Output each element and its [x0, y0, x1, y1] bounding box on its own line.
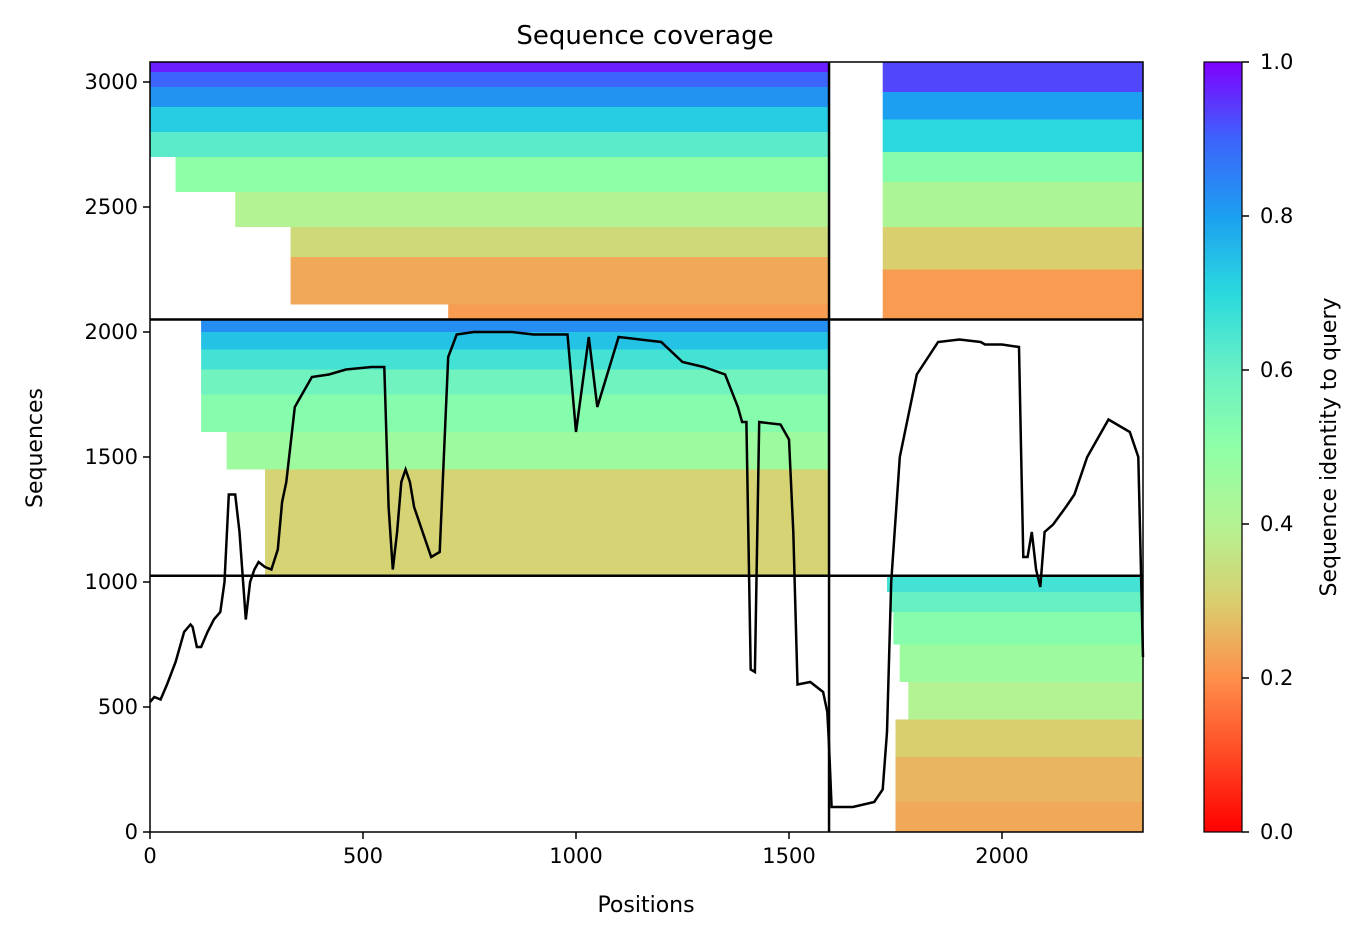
- y-tick-label: 0: [125, 820, 138, 844]
- msa-band: [150, 62, 830, 72]
- colorbar: [1203, 61, 1243, 833]
- colorbar-tick-label: 1.0: [1260, 50, 1293, 74]
- colorbar-ticks: 0.0 0.2 0.4 0.6 0.8 1.0: [1242, 50, 1293, 844]
- msa-band: [290, 257, 830, 305]
- msa-heatmap: [150, 62, 1143, 832]
- msa-band: [175, 157, 830, 192]
- x-tick-label: 0: [143, 844, 156, 868]
- chart-title: Sequence coverage: [516, 21, 773, 51]
- y-tick-label: 3000: [85, 70, 138, 94]
- x-axis-label: Positions: [597, 893, 694, 918]
- block-separators: [150, 62, 1143, 832]
- colorbar-tick-label: 0.6: [1260, 358, 1293, 382]
- msa-band: [893, 612, 1143, 645]
- msa-band: [886, 575, 1143, 592]
- msa-band: [265, 469, 830, 576]
- msa-band: [235, 192, 830, 227]
- msa-band: [908, 682, 1143, 720]
- msa-band: [891, 592, 1143, 612]
- y-tick-label: 2500: [85, 195, 138, 219]
- msa-band: [882, 182, 1143, 227]
- msa-band: [226, 432, 830, 470]
- x-tick-label: 1500: [762, 844, 815, 868]
- msa-band: [290, 227, 830, 257]
- msa-band: [201, 319, 830, 332]
- msa-band: [895, 757, 1143, 802]
- y-tick-label: 500: [98, 695, 138, 719]
- y-axis-label: Sequences: [23, 388, 48, 508]
- coverage-line: [149, 330, 1145, 809]
- colorbar-tick-label: 0.0: [1260, 820, 1293, 844]
- msa-band: [895, 719, 1143, 757]
- plot-frame: [149, 61, 1144, 833]
- x-axis: 0 500 1000 1500 2000: [143, 832, 1029, 868]
- y-axis: 0 500 1000 1500 2000 2500 3000: [85, 70, 150, 844]
- msa-band: [150, 87, 830, 107]
- msa-band: [882, 119, 1143, 152]
- msa-band: [201, 369, 830, 395]
- msa-band: [150, 132, 830, 157]
- coverage-line-layer: [149, 330, 1145, 809]
- colorbar-tick-label: 0.8: [1260, 204, 1293, 228]
- colorbar-label: Sequence identity to query: [1317, 297, 1342, 596]
- colorbar-tick-label: 0.2: [1260, 666, 1293, 690]
- msa-band: [201, 394, 830, 432]
- y-tick-label: 2000: [85, 320, 138, 344]
- msa-band: [150, 107, 830, 132]
- msa-band: [201, 349, 830, 370]
- msa-band: [448, 304, 830, 320]
- msa-band: [201, 332, 830, 350]
- msa-band: [882, 92, 1143, 120]
- y-tick-label: 1500: [85, 445, 138, 469]
- msa-band: [895, 802, 1143, 832]
- msa-band: [150, 72, 830, 87]
- x-tick-label: 1000: [549, 844, 602, 868]
- y-tick-label: 1000: [85, 570, 138, 594]
- x-tick-label: 500: [343, 844, 383, 868]
- colorbar-tick-label: 0.4: [1260, 512, 1293, 536]
- msa-band: [882, 62, 1143, 92]
- msa-band: [882, 152, 1143, 182]
- msa-band: [882, 269, 1143, 320]
- msa-band: [882, 227, 1143, 270]
- msa-band: [899, 644, 1143, 682]
- x-tick-label: 2000: [975, 844, 1028, 868]
